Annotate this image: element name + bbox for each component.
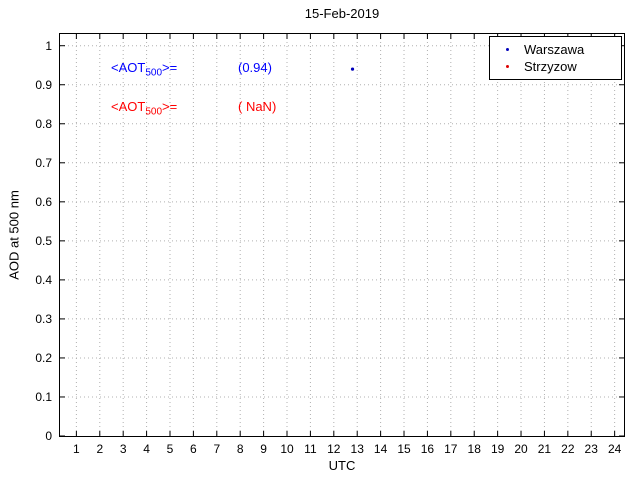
x-tick-label: 3 xyxy=(119,442,127,456)
legend-marker-cell xyxy=(490,65,524,68)
y-tick-label: 0.8 xyxy=(35,116,52,131)
x-tick-label: 1 xyxy=(73,442,80,456)
mean-aot-value: (0.94) xyxy=(238,60,272,75)
legend-dot-icon xyxy=(505,65,509,68)
x-tick-label: 21 xyxy=(537,442,552,456)
x-tick-label: 7 xyxy=(213,442,221,456)
legend-dot-icon xyxy=(505,48,509,51)
mean-aot-label: <AOT500>= xyxy=(111,60,178,79)
data-point-warszawa xyxy=(350,67,355,71)
x-tick-label: 24 xyxy=(607,442,622,456)
y-tick-label: 0.9 xyxy=(35,77,52,92)
x-tick-label: 17 xyxy=(444,442,458,456)
x-axis-label: UTC xyxy=(328,458,356,473)
x-tick-label: 22 xyxy=(561,442,575,456)
y-tick-label: 0.5 xyxy=(35,233,52,248)
mean-aot-value: ( NaN) xyxy=(238,99,277,114)
x-tick-label: 9 xyxy=(260,442,267,456)
x-tick-label: 10 xyxy=(280,442,294,456)
x-tick-label: 6 xyxy=(190,442,197,456)
legend-label: Strzyzow xyxy=(524,59,577,74)
x-tick-label: 15 xyxy=(397,442,411,456)
plot-canvas xyxy=(60,34,624,436)
y-tick-label: 1 xyxy=(45,38,52,53)
x-tick-label: 4 xyxy=(143,442,150,456)
x-tick-label: 19 xyxy=(490,442,505,456)
legend-item-warszawa: Warszawa xyxy=(490,41,621,58)
legend: Warszawa Strzyzow xyxy=(489,36,622,80)
x-tick-label: 11 xyxy=(304,442,317,456)
x-tick-label: 13 xyxy=(350,442,364,456)
x-tick-label: 12 xyxy=(327,442,341,456)
mean-aot-annotation: <AOT500>= (0.94) xyxy=(111,60,272,79)
legend-label: Warszawa xyxy=(524,42,585,57)
y-tick-label: 0.2 xyxy=(35,350,52,365)
plot-area: <AOT500>= (0.94) <AOT500>= ( NaN) Warszawa S… xyxy=(59,33,625,437)
y-tick-label: 0.3 xyxy=(35,311,52,326)
y-tick-label: 0.4 xyxy=(35,272,52,287)
y-tick-label: 0.1 xyxy=(35,389,52,404)
x-tick-label: 18 xyxy=(467,442,481,456)
x-tick-label: 23 xyxy=(584,442,598,456)
chart-title: 15-Feb-2019 xyxy=(304,6,380,21)
mean-aot-annotation: <AOT500>= ( NaN) xyxy=(111,99,276,118)
x-tick-label: 5 xyxy=(166,442,174,456)
x-tick-label: 14 xyxy=(373,442,388,456)
y-tick-label: 0.7 xyxy=(35,155,52,170)
mean-aot-label: <AOT500>= xyxy=(111,99,178,118)
x-tick-label: 20 xyxy=(514,442,528,456)
x-tick-label: 2 xyxy=(96,442,104,456)
y-tick-label: 0 xyxy=(45,429,52,443)
y-tick-label: 0.6 xyxy=(35,194,52,209)
legend-marker-cell xyxy=(490,48,524,51)
x-tick-label: 8 xyxy=(236,442,244,456)
legend-item-strzyzow: Strzyzow xyxy=(490,58,621,75)
x-tick-label: 16 xyxy=(420,442,435,456)
